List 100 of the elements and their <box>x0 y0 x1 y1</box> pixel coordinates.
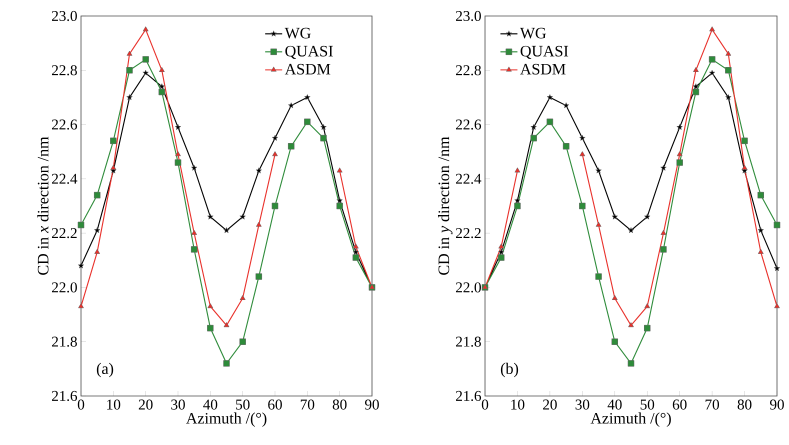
point <box>191 230 198 235</box>
point <box>644 214 650 220</box>
point <box>708 56 716 63</box>
point <box>174 159 182 166</box>
point <box>126 94 133 100</box>
point <box>530 134 537 142</box>
point <box>644 324 650 332</box>
point <box>272 134 278 141</box>
point <box>94 227 100 234</box>
annotation: (a) <box>96 362 114 378</box>
y-tick-label: 21.8 <box>456 336 481 347</box>
y-tick-label: 22.4 <box>52 174 78 184</box>
point <box>207 324 214 332</box>
point <box>514 197 521 204</box>
y-tick-label: 22.6 <box>52 120 78 130</box>
x-tick-label: 80 <box>332 400 347 410</box>
point <box>725 94 732 100</box>
point <box>530 124 537 130</box>
point <box>94 248 100 254</box>
point <box>158 88 166 96</box>
x-tick-label: 10 <box>107 400 120 410</box>
point <box>352 254 360 261</box>
point <box>288 143 294 150</box>
point <box>223 360 230 367</box>
point <box>498 248 504 255</box>
point <box>514 167 520 172</box>
point <box>596 222 602 227</box>
x-tick-label: 40 <box>203 400 218 410</box>
point <box>240 295 246 300</box>
point <box>660 230 666 235</box>
x-tick-label: 90 <box>365 400 379 410</box>
point <box>709 26 715 32</box>
point <box>498 254 504 261</box>
y-tick-label: 21.8 <box>52 336 77 347</box>
point <box>514 202 521 210</box>
y-axis-title: CD in x direction /nm <box>37 136 48 275</box>
x-tick-label: 60 <box>268 400 282 410</box>
point <box>174 124 182 130</box>
point <box>758 227 764 234</box>
y-tick-label: 22.6 <box>456 120 482 130</box>
point <box>190 246 198 253</box>
point <box>580 151 586 156</box>
point <box>126 67 133 74</box>
x-tick-label: 50 <box>236 400 250 410</box>
point <box>288 102 294 108</box>
y-axis-title: CD in y direction /nm <box>438 136 452 275</box>
point <box>742 164 748 170</box>
x-axis-title: Azimuth /(°) <box>590 412 671 427</box>
point <box>726 50 732 56</box>
point <box>612 295 618 300</box>
point <box>78 303 84 308</box>
point <box>628 227 634 234</box>
point <box>563 102 570 108</box>
point <box>320 134 327 142</box>
point <box>142 56 149 63</box>
point <box>595 167 602 174</box>
point <box>676 159 683 166</box>
point <box>579 202 586 210</box>
point <box>142 26 149 32</box>
point <box>612 214 618 220</box>
legend-label: ASDM <box>520 64 566 75</box>
point <box>660 164 667 171</box>
x-tick-label: 0 <box>482 400 488 410</box>
point <box>256 273 262 280</box>
point <box>320 124 327 130</box>
point <box>595 273 602 280</box>
point <box>272 151 278 156</box>
point <box>579 134 586 141</box>
point <box>78 262 84 268</box>
point <box>304 94 310 100</box>
x-tick-label: 30 <box>576 400 590 410</box>
y-tick-label: 22.4 <box>456 174 482 184</box>
point <box>191 164 198 171</box>
y-tick-label: 21.6 <box>52 390 78 402</box>
point <box>126 50 132 56</box>
point <box>208 303 214 308</box>
point <box>546 118 554 126</box>
point <box>336 197 343 204</box>
point <box>256 167 262 174</box>
y-tick-label: 22.8 <box>456 65 481 76</box>
point <box>562 143 570 150</box>
point <box>774 303 780 308</box>
point <box>224 322 230 328</box>
point <box>725 67 732 74</box>
point <box>628 360 634 367</box>
point <box>175 151 181 156</box>
point <box>272 202 278 210</box>
point <box>644 303 650 308</box>
point <box>774 265 780 272</box>
x-axis-title: Azimuth /(°) <box>186 412 266 427</box>
point <box>159 67 165 72</box>
point <box>142 70 149 76</box>
x-tick-label: 90 <box>770 400 784 410</box>
y-tick-label: 22.0 <box>52 282 77 292</box>
x-tick-label: 20 <box>543 400 557 410</box>
point <box>78 222 84 228</box>
x-tick-label: 0 <box>78 400 84 410</box>
x-tick-label: 70 <box>706 400 720 410</box>
y-tick-label: 22.8 <box>52 65 77 76</box>
legend-label: WG <box>520 28 546 39</box>
